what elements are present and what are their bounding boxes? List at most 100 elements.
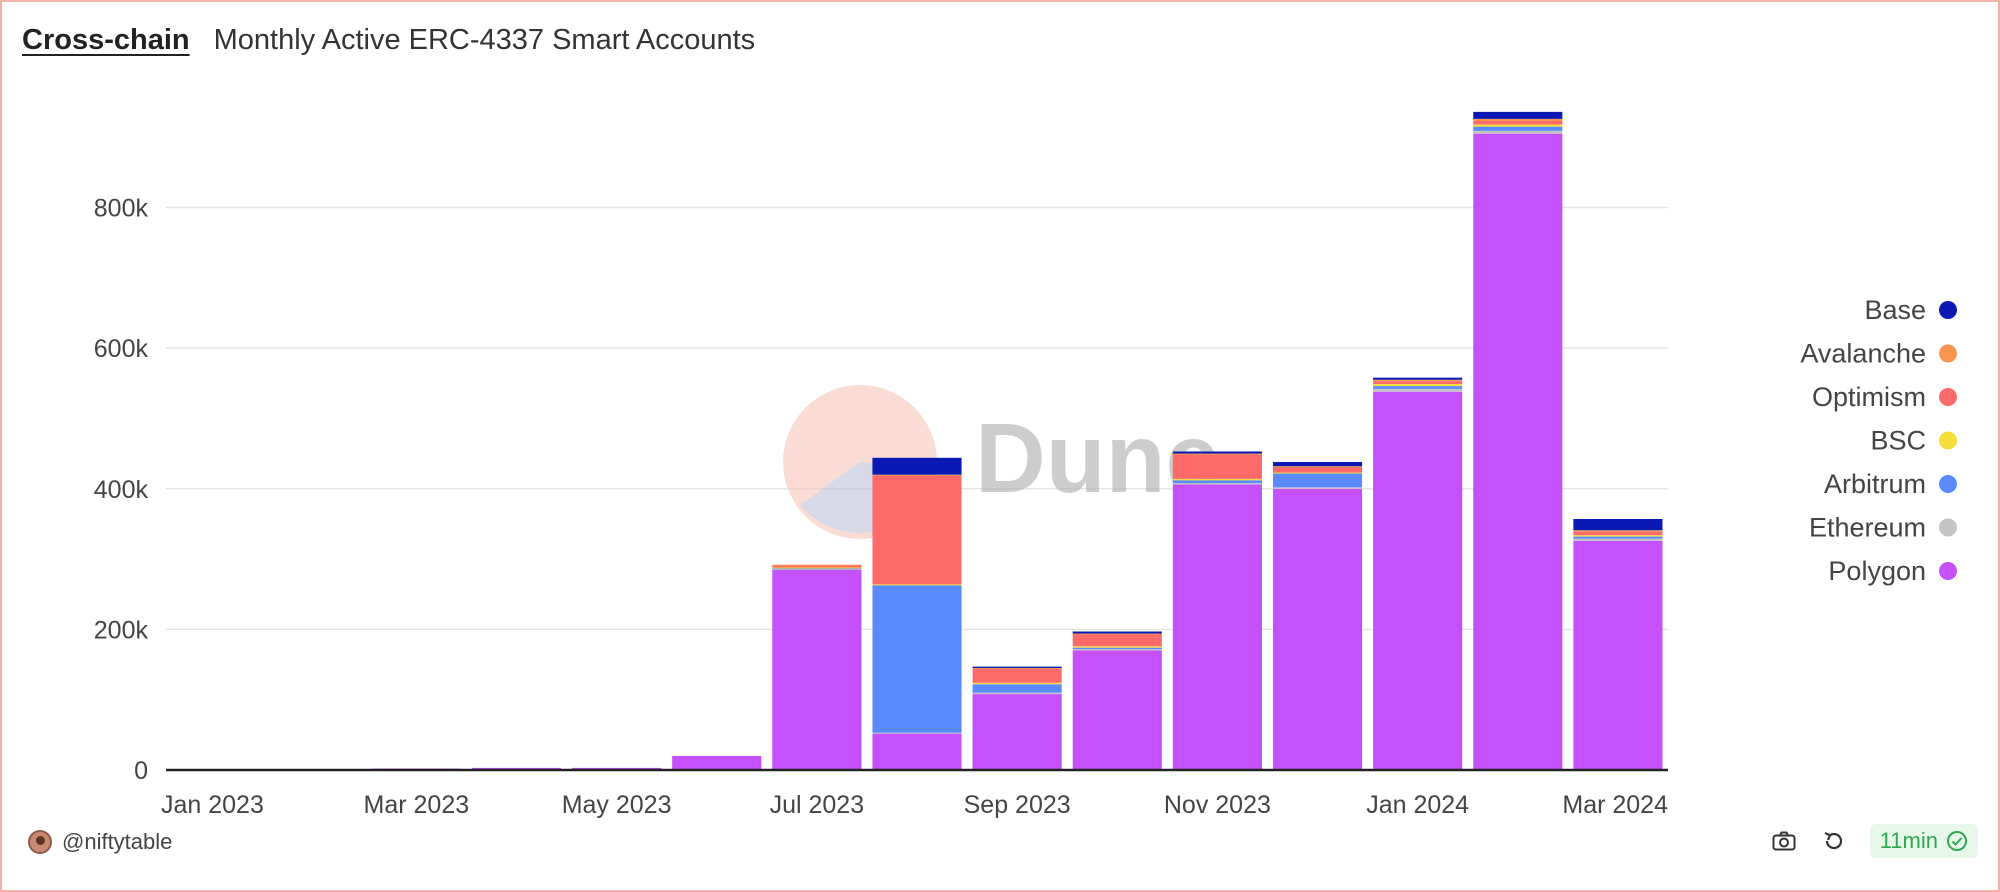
bar-segment (1172, 478, 1262, 481)
author-avatar (28, 830, 52, 854)
bar-segment (872, 457, 962, 475)
bar-segment (972, 694, 1062, 770)
legend-marker (1939, 562, 1957, 580)
bar-segment (772, 565, 862, 568)
x-tick-label: May 2023 (562, 791, 672, 819)
y-tick-label: 0 (134, 757, 148, 785)
bar-segment (1172, 451, 1262, 454)
bar-segment (972, 668, 1062, 670)
bar-segment (1272, 472, 1363, 474)
camera-icon[interactable] (1770, 827, 1798, 855)
refresh-age-badge: 11min (1869, 824, 1978, 858)
bar-segment (1272, 488, 1363, 770)
bar-segment (1473, 133, 1563, 770)
bar-segment (772, 569, 862, 770)
bar-segment (772, 564, 862, 566)
bar-segment (1473, 130, 1563, 134)
bar-segment (772, 568, 862, 570)
bar-segment (1573, 530, 1663, 532)
x-tick-label: Sep 2023 (964, 791, 1071, 819)
bar-segment (1473, 118, 1563, 122)
legend-marker (1939, 344, 1957, 363)
bar-segment (872, 585, 962, 733)
cross-chain-link[interactable]: Cross-chain (22, 23, 190, 56)
bar-segment (1172, 484, 1262, 770)
bar-segment (1573, 536, 1663, 539)
bar-segment (1473, 111, 1563, 119)
legend-label: Base (1864, 295, 1926, 325)
bar-segment (1373, 386, 1463, 389)
bar-segment (1373, 377, 1463, 380)
axes: 0 200k 400k 600k 800k Jan 2023 Mar 2023 May 202… (94, 195, 1668, 820)
y-tick-label: 200k (94, 616, 149, 644)
bar-segment (872, 475, 962, 585)
legend-marker (1939, 388, 1957, 406)
y-tick-label: 400k (94, 476, 149, 504)
bar-segment (1072, 646, 1162, 648)
bar-segment (1373, 383, 1463, 387)
bar-segment (972, 692, 1062, 695)
bar-segment (1373, 391, 1463, 770)
bar-segment (1473, 124, 1563, 127)
bar-segment (772, 567, 862, 569)
bar-segment (872, 474, 962, 476)
bar-segment (872, 584, 962, 586)
bar-segment (1072, 634, 1162, 647)
check-circle-icon (1947, 831, 1967, 851)
legend-label: BSC (1870, 426, 1926, 456)
bar-segment (1272, 466, 1363, 473)
legend-marker (1939, 301, 1957, 319)
bar-segment (872, 733, 962, 770)
chart-header: Cross-chain Monthly Active ERC-4337 Smar… (22, 20, 755, 60)
legend-label: Polygon (1828, 556, 1926, 586)
bar-segment (672, 755, 762, 770)
bar-segment (972, 682, 1062, 685)
author-handle[interactable]: @niftytable (62, 829, 173, 854)
legend-label: Avalanche (1800, 339, 1926, 369)
refresh-icon[interactable] (1820, 827, 1848, 855)
y-tick-label: 800k (94, 195, 149, 223)
legend-label: Optimism (1812, 382, 1926, 412)
bar-segment (1172, 483, 1262, 485)
bar-segment (972, 666, 1062, 669)
x-tick-label: Jan 2023 (161, 791, 264, 819)
legend-label: Arbitrum (1824, 469, 1926, 499)
refresh-age-text: 11min (1879, 828, 1938, 853)
bar-segment (1072, 649, 1162, 651)
bar-segment (972, 684, 1062, 693)
legend-marker (1939, 475, 1957, 493)
bar-segment (772, 568, 862, 570)
x-tick-label: Mar 2024 (1562, 791, 1668, 819)
bar-segment (1172, 454, 1262, 479)
chart-title: Monthly Active ERC-4337 Smart Accounts (213, 23, 756, 56)
footer-actions: 11min (1770, 824, 1978, 858)
y-tick-label: 600k (94, 335, 149, 363)
x-tick-label: Jan 2024 (1366, 791, 1469, 819)
bar-segment (1473, 126, 1563, 131)
bar-segment (1272, 473, 1363, 488)
bar-segment (1573, 518, 1663, 531)
bar-segment (1272, 466, 1363, 468)
x-tick-label: Nov 2023 (1164, 791, 1271, 819)
x-tick-label: Jul 2023 (770, 791, 865, 819)
legend: Base Avalanche Optimism BSC Arbitrum Ethereum… (1800, 295, 1957, 586)
bar-segment (1072, 647, 1162, 650)
bar-segment (1072, 650, 1162, 770)
legend-marker (1939, 431, 1957, 450)
bar-segment (1072, 633, 1162, 635)
bar-segment (1573, 531, 1663, 536)
author-info: @niftytable (28, 829, 172, 855)
bar-segment (1272, 462, 1363, 467)
bars (171, 111, 1663, 771)
legend-marker (1939, 518, 1957, 537)
bar-segment (872, 732, 962, 734)
bar-segment (1373, 379, 1463, 382)
bar-segment (1373, 388, 1463, 392)
bar-segment (1473, 121, 1563, 125)
x-tick-label: Mar 2023 (364, 791, 470, 819)
bar-segment (1172, 453, 1262, 455)
dune-watermark: Dune (783, 385, 1220, 539)
bar-segment (1573, 538, 1663, 541)
bar-segment (1272, 487, 1363, 489)
